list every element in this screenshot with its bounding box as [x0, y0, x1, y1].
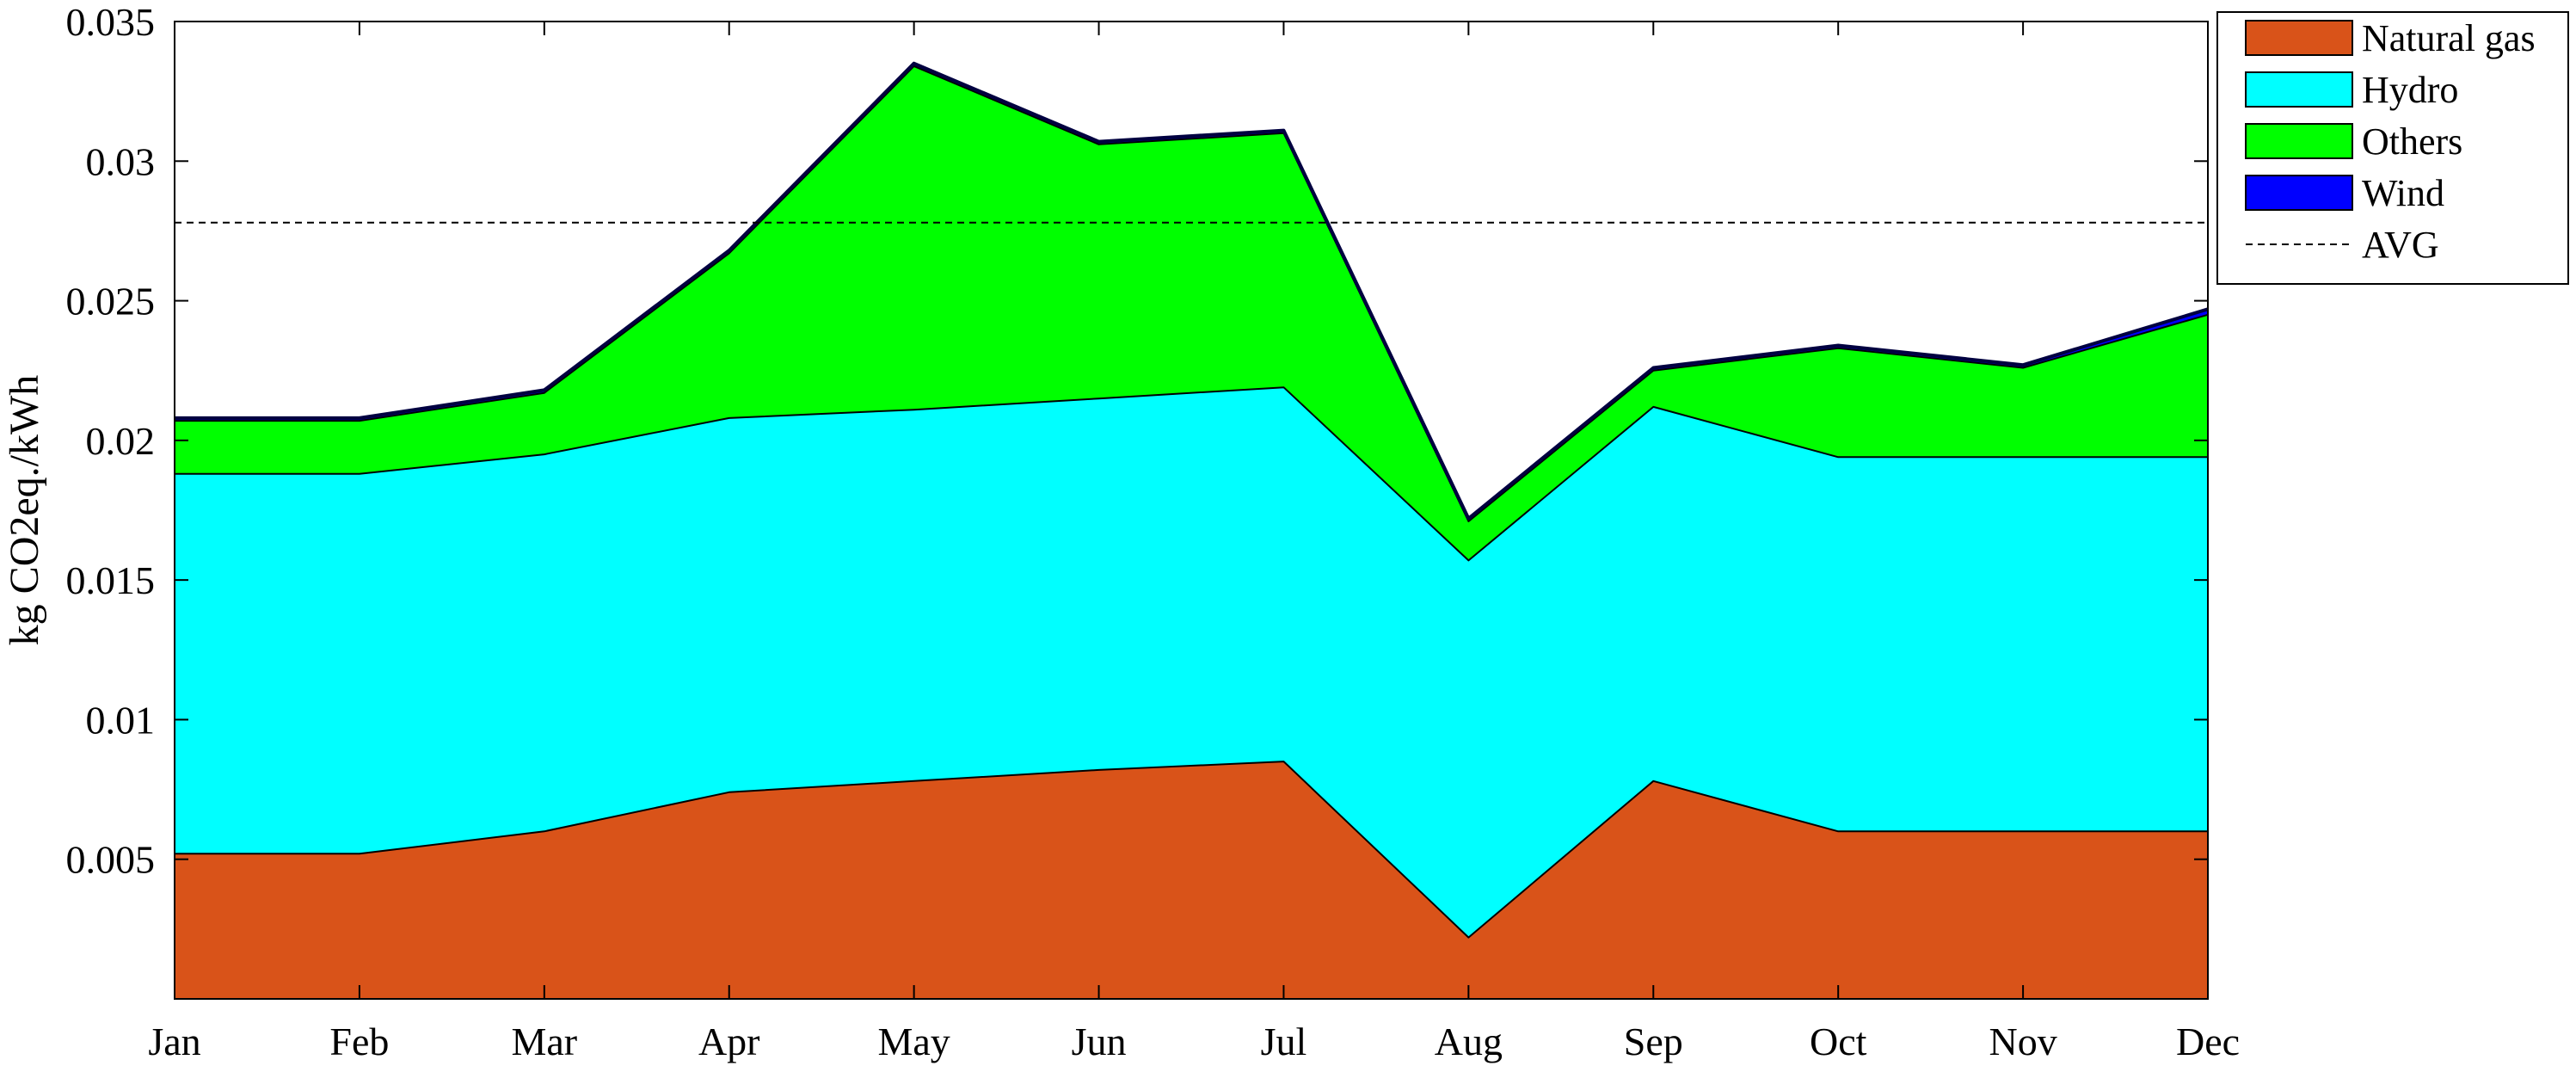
x-tick-label: Sep [1624, 1020, 1683, 1063]
y-tick-label: 0.03 [86, 139, 156, 183]
series-outlines [175, 61, 2209, 939]
outline-natural-gas [175, 761, 2208, 939]
outline-hydro [175, 386, 2208, 562]
x-tick-label: Feb [329, 1020, 389, 1063]
x-tick-labels: Jan Feb Mar Apr May Jun Jul Aug Sep Oct Nov Dec [148, 1020, 2240, 1063]
area-natural-gas [175, 761, 2208, 999]
legend-swatch-others [2245, 123, 2353, 159]
x-tick-label: Jul [1261, 1020, 1307, 1063]
y-tick-label: 0.035 [66, 0, 156, 44]
x-tick-label: Jan [148, 1020, 200, 1063]
y-tick-label: 0.02 [86, 419, 156, 463]
outline-wind [175, 61, 2209, 521]
legend-label-hydro: Hydro [2362, 69, 2458, 111]
y-tick-label: 0.01 [86, 698, 156, 742]
x-tick-label: Aug [1435, 1020, 1503, 1063]
x-tick-label: Jun [1072, 1020, 1127, 1063]
area-hydro [175, 387, 2208, 938]
x-tick-label: Apr [698, 1020, 760, 1063]
y-tick-labels: 0.005 0.01 0.015 0.02 0.025 0.03 0.035 [66, 0, 156, 882]
area-others [175, 65, 2208, 561]
legend-swatch-wind [2245, 175, 2353, 211]
x-tick-label: Oct [1810, 1020, 1867, 1063]
y-tick-label: 0.025 [66, 280, 156, 323]
legend-label-natural-gas: Natural gas [2362, 17, 2536, 59]
plot-frame [174, 21, 2209, 1000]
legend: Natural gas Hydro Others Wind AVG [2216, 11, 2569, 285]
legend-label-others: Others [2362, 120, 2462, 163]
x-tick-label: Dec [2176, 1020, 2240, 1063]
stacked-areas [175, 63, 2208, 999]
x-tick-label: Mar [511, 1020, 577, 1063]
y-axis-label: kg CO2eq./kWh [2, 375, 47, 646]
x-tick-label: Nov [1989, 1020, 2056, 1063]
outline-others [175, 65, 2209, 522]
y-tick-label: 0.005 [66, 838, 156, 882]
legend-swatch-hydro [2245, 71, 2353, 108]
legend-swatch-natural-gas [2245, 20, 2353, 56]
legend-label-avg: AVG [2362, 224, 2439, 266]
y-tick-label: 0.015 [66, 558, 156, 602]
legend-label-wind: Wind [2362, 172, 2444, 214]
x-tick-label: May [877, 1020, 950, 1063]
axis-ticks [174, 21, 2209, 999]
